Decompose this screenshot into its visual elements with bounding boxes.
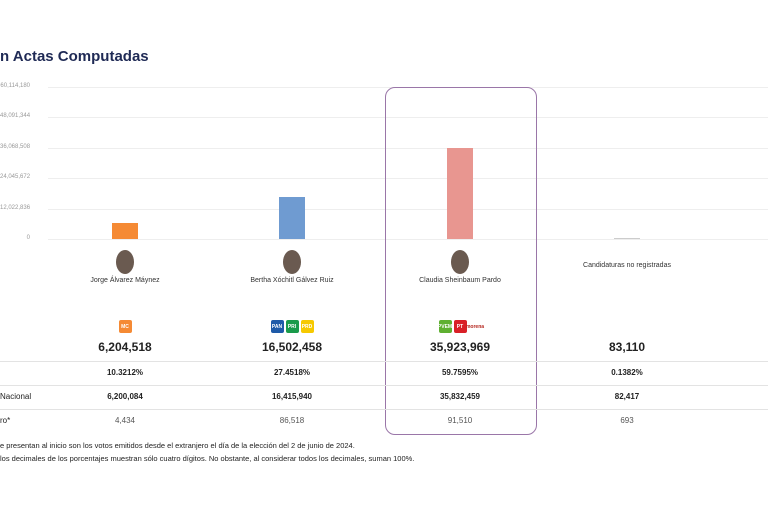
party-logo: PAN bbox=[270, 320, 284, 333]
chart-title: n Actas Computadas bbox=[0, 48, 149, 65]
votes-extranjero: 4,434 bbox=[114, 416, 136, 425]
total-votes: 83,110 bbox=[608, 340, 646, 354]
footnote-2: los decimales de los porcentajes muestra… bbox=[0, 454, 415, 463]
bar[interactable] bbox=[279, 197, 305, 239]
percentage: 10.3212% bbox=[106, 368, 144, 377]
total-votes: 35,923,969 bbox=[429, 340, 491, 354]
votes-nacional: 6,200,084 bbox=[107, 392, 143, 401]
row-label-extranjero: ro* bbox=[0, 416, 11, 425]
party-logo: PVEM bbox=[438, 320, 452, 333]
votes-extranjero: 693 bbox=[620, 416, 634, 425]
y-tick-label: 0 bbox=[26, 235, 30, 241]
total-votes: 16,502,458 bbox=[261, 340, 323, 354]
y-tick-label: 60,114,180 bbox=[0, 83, 30, 89]
party-logos: MC bbox=[45, 320, 205, 333]
votes-extranjero: 91,510 bbox=[447, 416, 473, 425]
candidate-photo bbox=[116, 250, 134, 274]
y-tick-label: 48,091,344 bbox=[0, 113, 31, 120]
bar[interactable] bbox=[112, 223, 138, 239]
y-tick-label: 12,022,836 bbox=[0, 204, 31, 211]
y-tick-label: 36,068,508 bbox=[0, 143, 31, 150]
bar[interactable] bbox=[614, 238, 640, 239]
gridline bbox=[48, 117, 768, 119]
percentage: 0.1382% bbox=[611, 368, 643, 377]
party-logos: PAN PRI PRD bbox=[212, 320, 372, 333]
percentage: 59.7595% bbox=[441, 368, 479, 377]
candidate-name: Jorge Álvarez Máynez bbox=[90, 277, 160, 284]
candidate-name: Bertha Xóchitl Gálvez Ruiz bbox=[250, 277, 334, 284]
party-logo: MC bbox=[118, 320, 132, 333]
footnote-1: e presentan al inicio son los votos emit… bbox=[0, 441, 355, 450]
votes-nacional: 82,417 bbox=[614, 392, 640, 401]
votes-nacional: 35,832,459 bbox=[439, 392, 481, 401]
gridline bbox=[48, 208, 768, 210]
bar[interactable] bbox=[447, 148, 473, 239]
votes-extranjero: 86,518 bbox=[279, 416, 305, 425]
candidate-photo bbox=[283, 250, 301, 274]
gridline bbox=[48, 147, 768, 149]
gridline bbox=[48, 239, 768, 240]
divider bbox=[0, 409, 768, 410]
percentage: 27.4518% bbox=[273, 368, 311, 377]
divider bbox=[0, 361, 768, 362]
party-logo: PRD bbox=[300, 320, 314, 333]
divider bbox=[0, 385, 768, 386]
y-tick-label: 24,045,672 bbox=[0, 174, 31, 181]
row-label-nacional: Nacional bbox=[0, 392, 32, 401]
party-logo: PT bbox=[453, 320, 467, 333]
total-votes: 6,204,518 bbox=[98, 340, 152, 354]
party-logo: morena bbox=[466, 320, 484, 333]
candidate-name: Claudia Sheinbaum Pardo bbox=[419, 277, 501, 284]
votes-nacional: 16,415,940 bbox=[271, 392, 313, 401]
candidate-photo bbox=[451, 250, 469, 274]
party-logo: PRI bbox=[285, 320, 299, 333]
candidate-name: Candidaturas no registradas bbox=[583, 262, 671, 269]
party-logos: PVEM PT morena bbox=[380, 320, 540, 333]
winner-highlight bbox=[385, 87, 537, 435]
gridline bbox=[48, 178, 768, 180]
